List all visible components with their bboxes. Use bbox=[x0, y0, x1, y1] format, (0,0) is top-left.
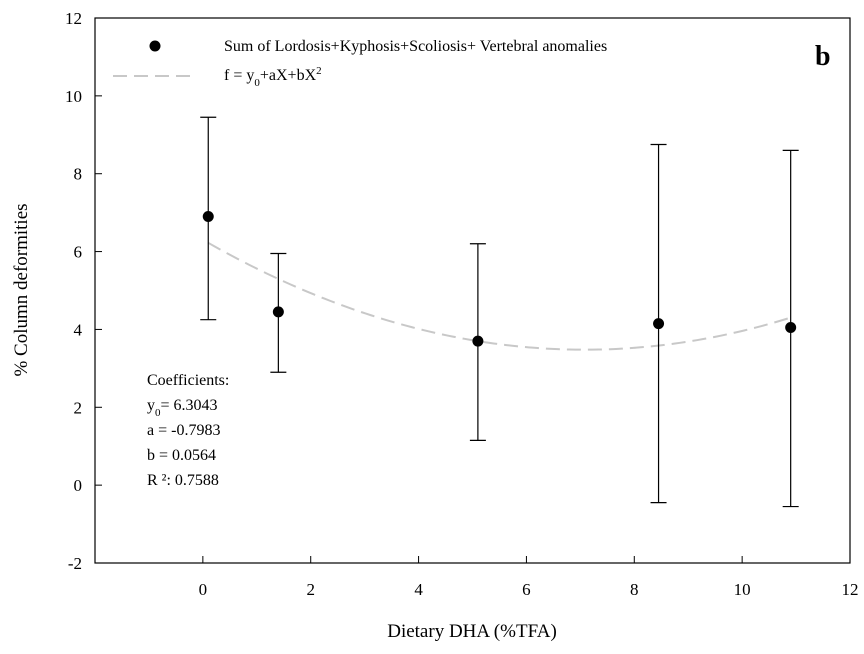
y-tick-label: -2 bbox=[68, 554, 82, 573]
y-tick-label: 8 bbox=[74, 165, 83, 184]
y-tick-label: 6 bbox=[74, 243, 83, 262]
fit-curve-layer bbox=[207, 241, 791, 351]
coefficient-a: a = -0.7983 bbox=[147, 422, 220, 439]
data-point-1 bbox=[200, 116, 217, 321]
x-tick-label: 4 bbox=[414, 580, 423, 599]
coefficient-b: b = 0.0564 bbox=[147, 447, 216, 464]
data-marks bbox=[200, 116, 799, 508]
coefficients-annotation: Coefficients: y0= 6.3043 a = -0.7983 b =… bbox=[147, 372, 229, 489]
coefficient-y0: y0= 6.3043 bbox=[147, 397, 218, 419]
data-point-4 bbox=[650, 143, 667, 504]
scatter-point bbox=[202, 211, 214, 223]
x-tick-label: 10 bbox=[734, 580, 751, 599]
data-point-3 bbox=[469, 243, 486, 441]
y-tick-label: 12 bbox=[65, 9, 82, 28]
legend-series-1-label: Sum of Lordosis+Kyphosis+Scoliosis+ Vert… bbox=[224, 38, 607, 55]
data-point-2 bbox=[270, 252, 287, 373]
scatter-point bbox=[472, 335, 484, 347]
y-axis-title: % Column deformities bbox=[11, 203, 32, 376]
scatter-point bbox=[653, 318, 665, 330]
scatter-point bbox=[785, 321, 797, 333]
x-tick-label: 6 bbox=[522, 580, 531, 599]
plot-frame bbox=[94, 17, 851, 564]
axis-ticks: 0 2 4 6 8 10 12 -2 0 2 4 6 8 10 12 bbox=[65, 9, 859, 599]
y-tick-label: 10 bbox=[65, 87, 82, 106]
y-tick-label: 0 bbox=[74, 476, 83, 495]
coefficient-r2: R ²: 0.7588 bbox=[147, 472, 219, 489]
legend-dot-symbol bbox=[149, 40, 161, 52]
x-tick-label: 8 bbox=[630, 580, 639, 599]
x-tick-label: 12 bbox=[842, 580, 859, 599]
panel-label: b bbox=[815, 41, 831, 72]
x-tick-label: 0 bbox=[199, 580, 208, 599]
x-tick-label: 2 bbox=[306, 580, 315, 599]
y-tick-label: 4 bbox=[74, 320, 83, 339]
x-axis-title: Dietary DHA (%TFA) bbox=[387, 621, 557, 642]
coefficients-title: Coefficients: bbox=[147, 372, 229, 389]
scatter-point bbox=[272, 306, 284, 318]
fit-curve bbox=[207, 241, 791, 351]
legend-fit-label: f = y0+aX+bX2 bbox=[224, 65, 322, 89]
data-point-5 bbox=[782, 149, 799, 508]
y-tick-label: 2 bbox=[74, 398, 83, 417]
legend: Sum of Lordosis+Kyphosis+Scoliosis+ Vert… bbox=[113, 38, 607, 89]
